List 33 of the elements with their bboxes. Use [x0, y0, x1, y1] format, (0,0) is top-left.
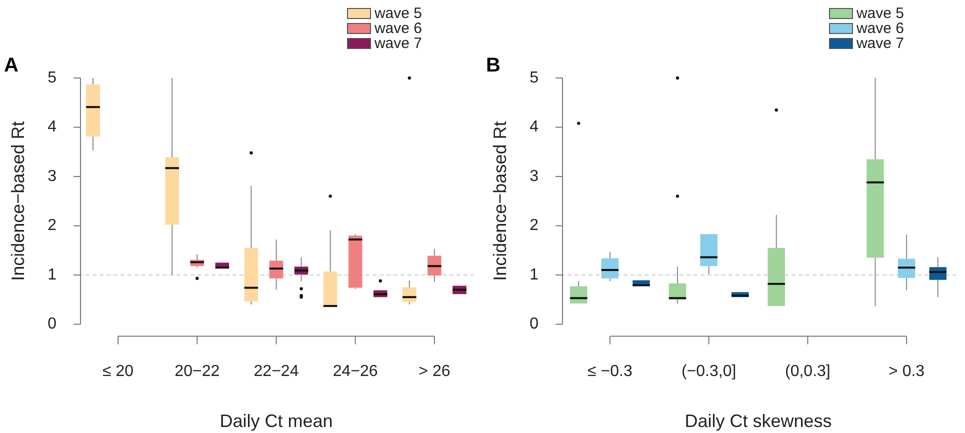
x-tick-label: ≤ 20 — [102, 363, 134, 380]
x-tick-label: (−0.3,0] — [681, 363, 736, 380]
x-tick-label: ≤ −0.3 — [588, 363, 632, 380]
legend-label: wave 7 — [374, 35, 422, 52]
x-axis-title: Daily Ct skewness — [684, 411, 832, 432]
y-tick-label: 1 — [48, 266, 57, 284]
y-tick-label: 3 — [530, 168, 539, 185]
legend-label: wave 5 — [856, 5, 904, 22]
y-tick-label: 0 — [530, 316, 539, 333]
y-tick-label: 0 — [48, 316, 57, 333]
x-tick-label: 22−24 — [254, 363, 299, 380]
legend-label: wave 5 — [374, 5, 422, 22]
y-tick-label: 3 — [48, 168, 57, 185]
chart-title: A — [4, 54, 18, 77]
chart-title: B — [486, 54, 500, 77]
y-tick-label: 4 — [530, 118, 539, 136]
legend-label: wave 6 — [374, 20, 422, 37]
y-tick-label: 2 — [530, 217, 539, 234]
x-axis-title: Daily Ct mean — [220, 411, 333, 432]
x-tick-label: > 26 — [418, 363, 450, 380]
y-tick-label: 5 — [530, 69, 539, 86]
x-tick-label: 24−26 — [332, 363, 378, 380]
y-tick-label: 2 — [48, 217, 57, 234]
x-tick-label: > 0.3 — [888, 363, 925, 380]
y-axis-title: Incidence−based Rt — [8, 121, 28, 281]
y-tick-label: 4 — [48, 118, 57, 136]
y-axis-title: Incidence−based Rt — [490, 121, 510, 281]
legend-label: wave 6 — [856, 20, 904, 37]
y-tick-label: 5 — [48, 69, 57, 86]
x-tick-label: 20−22 — [174, 363, 220, 380]
legend-label: wave 7 — [856, 35, 904, 52]
y-tick-label: 1 — [530, 266, 539, 284]
x-tick-label: (0,0.3] — [785, 363, 830, 380]
